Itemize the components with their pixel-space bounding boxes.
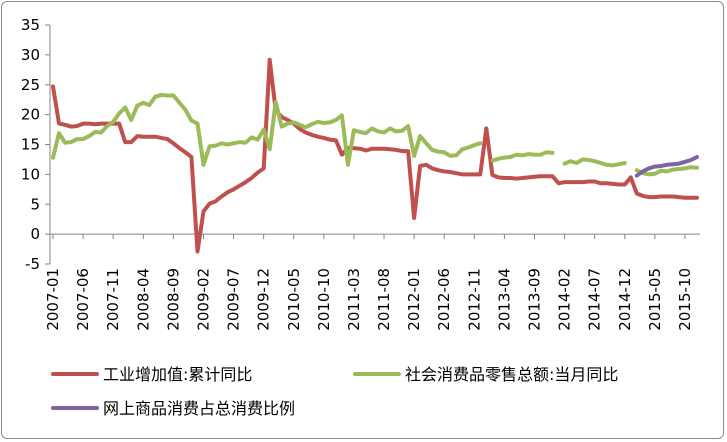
x-tick-label: 2014-12 <box>616 268 634 331</box>
x-tick-label: 2015-05 <box>646 268 664 331</box>
y-tick-label: 0 <box>30 225 40 243</box>
x-tick-label: 2007-01 <box>44 268 62 331</box>
series-1 <box>51 57 699 254</box>
series-line-segment <box>634 155 699 178</box>
x-tick-label: 2010-05 <box>285 268 303 331</box>
y-axis: -5 0 5 10 15 20 25 30 35 <box>21 16 51 273</box>
legend-item-1: 工业增加值:累计同比 <box>51 365 252 384</box>
series-line-segment <box>634 165 699 177</box>
y-tick-label: 10 <box>21 165 40 183</box>
x-tick-label: 2009-12 <box>255 268 273 331</box>
series-line-segment <box>51 57 699 254</box>
series-2 <box>51 92 699 177</box>
x-tick-label: 2015-10 <box>676 268 694 331</box>
y-tick-label: 20 <box>21 106 40 124</box>
x-tick-label: 2013-04 <box>495 268 513 331</box>
y-tick-label: 35 <box>21 16 40 34</box>
x-tick-label: 2008-04 <box>134 268 152 331</box>
x-tick-label: 2012-01 <box>405 268 423 331</box>
legend-item-2: 社会消费品零售总额:当月同比 <box>353 365 618 384</box>
series-line-segment <box>51 92 483 167</box>
y-tick-label: 30 <box>21 46 40 64</box>
x-tick-label: 2012-06 <box>435 268 453 331</box>
y-tick-label: 25 <box>21 76 40 94</box>
x-tick-label: 2014-02 <box>556 268 574 331</box>
x-tick-label: 2010-10 <box>315 268 333 331</box>
legend-label: 社会消费品零售总额:当月同比 <box>405 365 618 384</box>
series-line-segment <box>490 150 555 163</box>
x-tick-label: 2014-07 <box>586 268 604 331</box>
x-tick-label: 2007-06 <box>74 268 92 331</box>
y-tick-label: 15 <box>21 136 40 154</box>
series-line-segment <box>562 157 627 168</box>
x-tick-label: 2009-02 <box>194 268 212 331</box>
x-tick-label: 2011-08 <box>375 268 393 331</box>
series-3 <box>634 155 699 178</box>
y-tick-label: -5 <box>25 255 40 273</box>
x-tick-label: 2012-11 <box>465 268 483 331</box>
x-tick-label: 2008-09 <box>164 268 182 331</box>
x-tick-label: 2009-07 <box>225 268 243 331</box>
y-tick-label: 5 <box>30 195 40 213</box>
x-tick-label: 2013-09 <box>525 268 543 331</box>
legend-label: 工业增加值:累计同比 <box>103 365 252 384</box>
x-tick-label: 2007-11 <box>104 268 122 331</box>
legend-item-3: 网上商品消费占总消费比例 <box>51 399 295 418</box>
series-layer <box>51 57 699 254</box>
x-axis: 2007-01 2007-06 2007-11 2008-04 2008-09 2009-… <box>44 233 700 331</box>
legend-label: 网上商品消费占总消费比例 <box>103 399 295 418</box>
x-tick-label: 2011-03 <box>345 268 363 331</box>
